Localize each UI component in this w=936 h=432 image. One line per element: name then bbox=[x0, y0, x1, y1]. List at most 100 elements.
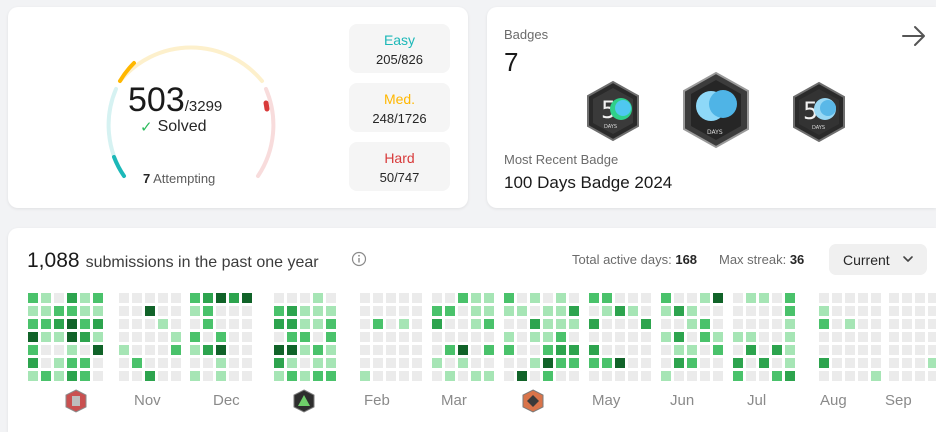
heatmap-cell[interactable] bbox=[772, 293, 782, 303]
heatmap-cell[interactable] bbox=[145, 345, 155, 355]
heatmap-cell[interactable] bbox=[300, 319, 310, 329]
heatmap-cell[interactable] bbox=[190, 332, 200, 342]
heatmap-cell[interactable] bbox=[915, 345, 925, 355]
heatmap-cell[interactable] bbox=[543, 358, 553, 368]
heatmap-cell[interactable] bbox=[569, 345, 579, 355]
heatmap-cell[interactable] bbox=[432, 358, 442, 368]
heatmap-cell[interactable] bbox=[445, 293, 455, 303]
heatmap-cell[interactable] bbox=[517, 345, 527, 355]
heatmap-cell[interactable] bbox=[386, 293, 396, 303]
heatmap-cell[interactable] bbox=[556, 332, 566, 342]
heatmap-cell[interactable] bbox=[615, 371, 625, 381]
heatmap-cell[interactable] bbox=[190, 345, 200, 355]
heatmap-cell[interactable] bbox=[203, 306, 213, 316]
heatmap-cell[interactable] bbox=[602, 345, 612, 355]
heatmap-cell[interactable] bbox=[171, 371, 181, 381]
heatmap-cell[interactable] bbox=[203, 345, 213, 355]
heatmap-cell[interactable] bbox=[700, 358, 710, 368]
heatmap-cell[interactable] bbox=[386, 358, 396, 368]
heatmap-cell[interactable] bbox=[171, 345, 181, 355]
100-days-badge-icon[interactable]: DAYS bbox=[680, 71, 752, 149]
heatmap-cell[interactable] bbox=[772, 345, 782, 355]
heatmap-cell[interactable] bbox=[858, 319, 868, 329]
heatmap-cell[interactable] bbox=[41, 319, 51, 329]
heatmap-cell[interactable] bbox=[67, 306, 77, 316]
heatmap-cell[interactable] bbox=[628, 319, 638, 329]
heatmap-cell[interactable] bbox=[119, 371, 129, 381]
heatmap-cell[interactable] bbox=[360, 371, 370, 381]
heatmap-cell[interactable] bbox=[759, 371, 769, 381]
heatmap-cell[interactable] bbox=[373, 306, 383, 316]
heatmap-cell[interactable] bbox=[458, 345, 468, 355]
heatmap-cell[interactable] bbox=[785, 306, 795, 316]
heatmap-cell[interactable] bbox=[530, 293, 540, 303]
heatmap-cell[interactable] bbox=[589, 345, 599, 355]
heatmap-cell[interactable] bbox=[242, 371, 252, 381]
heatmap-cell[interactable] bbox=[759, 332, 769, 342]
heatmap-cell[interactable] bbox=[80, 306, 90, 316]
heatmap-cell[interactable] bbox=[484, 371, 494, 381]
heatmap-cell[interactable] bbox=[432, 293, 442, 303]
heatmap-cell[interactable] bbox=[759, 345, 769, 355]
heatmap-cell[interactable] bbox=[360, 358, 370, 368]
heatmap-cell[interactable] bbox=[373, 358, 383, 368]
heatmap-cell[interactable] bbox=[845, 293, 855, 303]
heatmap-cell[interactable] bbox=[471, 332, 481, 342]
monthly-badge-oct-icon[interactable] bbox=[65, 389, 87, 413]
heatmap-cell[interactable] bbox=[832, 306, 842, 316]
heatmap-cell[interactable] bbox=[713, 332, 723, 342]
heatmap-cell[interactable] bbox=[517, 306, 527, 316]
heatmap-cell[interactable] bbox=[67, 319, 77, 329]
heatmap-cell[interactable] bbox=[504, 319, 514, 329]
heatmap-cell[interactable] bbox=[902, 293, 912, 303]
heatmap-cell[interactable] bbox=[93, 319, 103, 329]
heatmap-cell[interactable] bbox=[569, 371, 579, 381]
heatmap-cell[interactable] bbox=[242, 358, 252, 368]
heatmap-cell[interactable] bbox=[313, 332, 323, 342]
heatmap-cell[interactable] bbox=[158, 371, 168, 381]
heatmap-cell[interactable] bbox=[674, 358, 684, 368]
heatmap-cell[interactable] bbox=[733, 345, 743, 355]
monthly-badge-jan-icon[interactable] bbox=[293, 389, 315, 413]
heatmap-cell[interactable] bbox=[858, 306, 868, 316]
heatmap-cell[interactable] bbox=[28, 306, 38, 316]
heatmap-cell[interactable] bbox=[373, 371, 383, 381]
heatmap-cell[interactable] bbox=[871, 319, 881, 329]
heatmap-cell[interactable] bbox=[628, 332, 638, 342]
difficulty-easy[interactable]: Easy 205/826 bbox=[349, 24, 450, 73]
heatmap-cell[interactable] bbox=[158, 345, 168, 355]
heatmap-cell[interactable] bbox=[471, 319, 481, 329]
heatmap-cell[interactable] bbox=[80, 332, 90, 342]
heatmap-cell[interactable] bbox=[287, 332, 297, 342]
heatmap-cell[interactable] bbox=[229, 358, 239, 368]
heatmap-cell[interactable] bbox=[700, 345, 710, 355]
heatmap-cell[interactable] bbox=[399, 319, 409, 329]
heatmap-cell[interactable] bbox=[928, 358, 936, 368]
heatmap-cell[interactable] bbox=[641, 332, 651, 342]
heatmap-cell[interactable] bbox=[274, 371, 284, 381]
heatmap-cell[interactable] bbox=[471, 345, 481, 355]
heatmap-cell[interactable] bbox=[871, 293, 881, 303]
heatmap-cell[interactable] bbox=[471, 371, 481, 381]
heatmap-cell[interactable] bbox=[326, 332, 336, 342]
heatmap-cell[interactable] bbox=[216, 332, 226, 342]
heatmap-cell[interactable] bbox=[287, 306, 297, 316]
heatmap-cell[interactable] bbox=[216, 306, 226, 316]
heatmap-cell[interactable] bbox=[432, 345, 442, 355]
50-days-badge-icon-2[interactable]: 5 DAYS bbox=[790, 81, 848, 143]
heatmap-cell[interactable] bbox=[171, 293, 181, 303]
heatmap-cell[interactable] bbox=[28, 345, 38, 355]
heatmap-cell[interactable] bbox=[504, 293, 514, 303]
heatmap-cell[interactable] bbox=[628, 371, 638, 381]
heatmap-cell[interactable] bbox=[915, 306, 925, 316]
heatmap-cell[interactable] bbox=[67, 332, 77, 342]
heatmap-cell[interactable] bbox=[713, 345, 723, 355]
heatmap-cell[interactable] bbox=[661, 371, 671, 381]
heatmap-cell[interactable] bbox=[432, 306, 442, 316]
heatmap-cell[interactable] bbox=[661, 345, 671, 355]
heatmap-cell[interactable] bbox=[569, 293, 579, 303]
heatmap-cell[interactable] bbox=[93, 358, 103, 368]
heatmap-cell[interactable] bbox=[746, 306, 756, 316]
heatmap-cell[interactable] bbox=[928, 345, 936, 355]
heatmap-cell[interactable] bbox=[458, 293, 468, 303]
